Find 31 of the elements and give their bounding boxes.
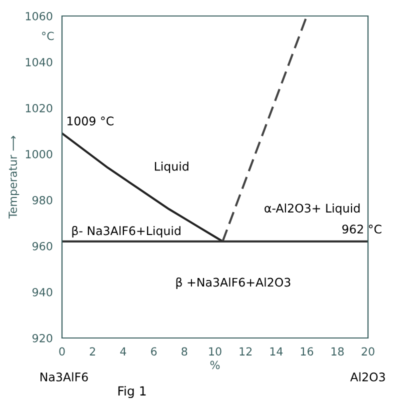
x-tick-label: 0 (59, 347, 65, 356)
annotation: β +Na3AlF6+Al2O3 (176, 278, 290, 290)
text: °C (42, 32, 54, 40)
y-tick-label: 1000 (26, 150, 52, 158)
x-tick-label: 2 (90, 347, 96, 356)
annotation: α-Al2O3+ Liquid (264, 203, 360, 215)
annotation: Liquid (154, 162, 188, 174)
x-tick-label: 4 (120, 347, 126, 356)
y-tick-label: 1020 (26, 104, 52, 112)
x-tick-label: 6 (151, 347, 157, 356)
caption: Fig 1 (118, 386, 146, 398)
y-tick-label: 980 (32, 196, 52, 204)
y-tick-label: 960 (32, 242, 52, 250)
x-tick-label: 14 (270, 347, 283, 356)
y-tick-label: 1040 (26, 58, 52, 66)
x-axis-title: % (210, 360, 220, 370)
x-tick-label: 10 (209, 347, 222, 356)
x-tick-label: 16 (300, 347, 314, 356)
text: Na3AlF6 (40, 372, 88, 382)
y-tick-label: 1060 (26, 12, 52, 20)
text: Al2O3 (350, 372, 385, 382)
annotation: β- Na3AlF6+Liquid (72, 226, 180, 238)
annotation: 962 °C (342, 224, 382, 234)
y-tick-label: 940 (32, 288, 52, 296)
x-tick-label: 20 (362, 347, 374, 356)
x-tick-label: 12 (240, 347, 252, 356)
y-axis-title: Temperatur ⟶ (8, 136, 20, 219)
x-tick-label: 18 (332, 347, 344, 356)
y-tick-label: 920 (32, 334, 52, 342)
x-tick-label: 8 (182, 347, 188, 356)
annotation: 1009 °C (67, 116, 114, 126)
